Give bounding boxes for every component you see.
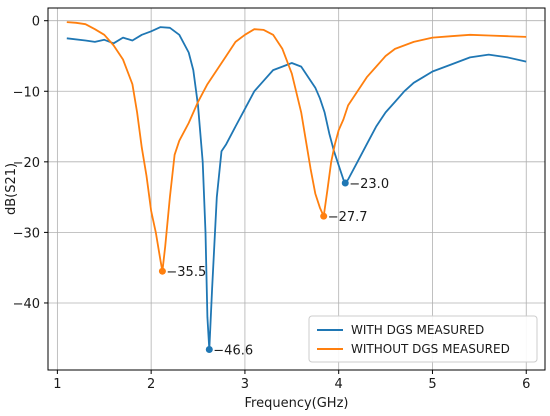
series-line-0 <box>66 26 527 351</box>
x-tick-label: 2 <box>147 377 155 392</box>
x-axis-label: Frequency(GHz) <box>245 396 349 411</box>
x-tick-label: 4 <box>335 377 343 392</box>
annotation-marker <box>158 267 166 275</box>
annotation-label: −35.5 <box>166 265 206 280</box>
y-tick-label: −20 <box>13 156 40 171</box>
x-tick-label: 1 <box>53 377 61 392</box>
y-tick-label: −10 <box>13 85 40 100</box>
series-layer <box>66 21 527 351</box>
y-tick-label: 0 <box>32 15 40 30</box>
annotation-marker <box>341 179 349 187</box>
annotation-layer: −46.6 −23.0 −35.5 −27.7 <box>158 177 389 359</box>
y-axis-label: dB(S21) <box>4 163 19 215</box>
annotation-marker <box>320 212 328 220</box>
y-tick-label: −40 <box>13 297 40 312</box>
series-line-1 <box>66 21 527 273</box>
legend-box <box>308 315 538 363</box>
x-tick-label: 3 <box>241 377 249 392</box>
y-tick-label: −30 <box>13 226 40 241</box>
plot-frame <box>47 7 546 371</box>
annotation-label: −27.7 <box>328 210 368 225</box>
x-tick-label: 5 <box>428 377 436 392</box>
x-tick-label: 6 <box>522 377 530 392</box>
legend: WITH DGS MEASURED WITHOUT DGS MEASURED <box>308 315 538 363</box>
annotation-label: −23.0 <box>349 177 389 192</box>
annotation-marker <box>205 346 213 354</box>
legend-label-without-dgs: WITHOUT DGS MEASURED <box>351 342 510 356</box>
tick-layer: 1 2 3 4 5 6 0 −10 −20 −30 −40 <box>13 15 531 392</box>
annotation-label: −46.6 <box>213 344 253 359</box>
legend-label-with-dgs: WITH DGS MEASURED <box>351 323 484 337</box>
grid <box>48 8 545 370</box>
